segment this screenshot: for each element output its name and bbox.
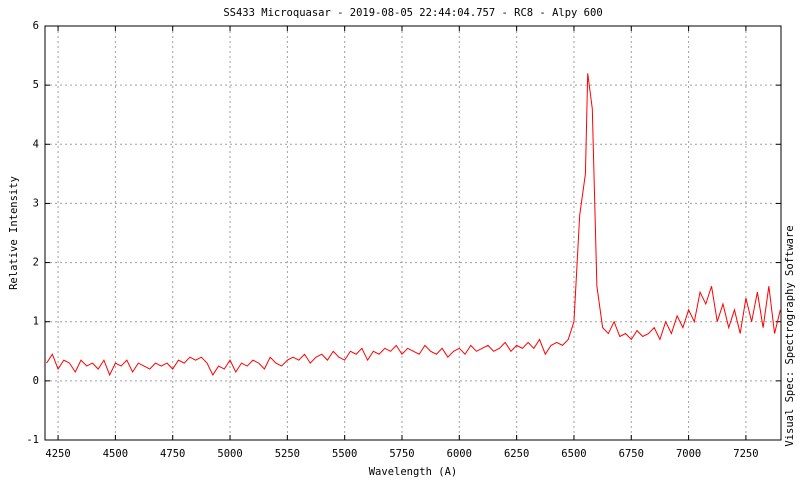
y-tick-label: 3	[33, 197, 39, 209]
y-tick-label: 6	[33, 20, 39, 32]
x-tick-label: 4250	[45, 448, 70, 460]
x-tick-label: 5250	[275, 448, 300, 460]
x-tick-label: 6250	[504, 448, 529, 460]
side-note: Visual Spec: Spectrography Software	[784, 225, 796, 446]
x-tick-label: 5750	[389, 448, 414, 460]
x-tick-label: 6500	[561, 448, 586, 460]
y-tick-label: 0	[33, 375, 39, 387]
y-axis-label: Relative Intensity	[8, 176, 20, 290]
y-tick-label: 1	[33, 316, 39, 328]
x-tick-label: 5000	[217, 448, 242, 460]
y-tick-label: -1	[26, 434, 39, 446]
x-tick-label: 5500	[332, 448, 357, 460]
y-tick-label: 2	[33, 257, 39, 269]
y-tick-label: 5	[33, 79, 39, 91]
x-tick-label: 6000	[447, 448, 472, 460]
x-axis-label: Wavelength (A)	[369, 466, 458, 478]
x-tick-label: 6750	[619, 448, 644, 460]
spectrum-line	[46, 73, 781, 377]
x-tick-label: 7250	[733, 448, 758, 460]
x-tick-label: 4750	[160, 448, 185, 460]
y-tick-label: 4	[33, 138, 39, 150]
x-tick-label: 7000	[676, 448, 701, 460]
x-tick-label: 4500	[103, 448, 128, 460]
plot-frame	[44, 25, 782, 441]
chart-title: SS433 Microquasar - 2019-08-05 22:44:04.…	[223, 7, 602, 19]
